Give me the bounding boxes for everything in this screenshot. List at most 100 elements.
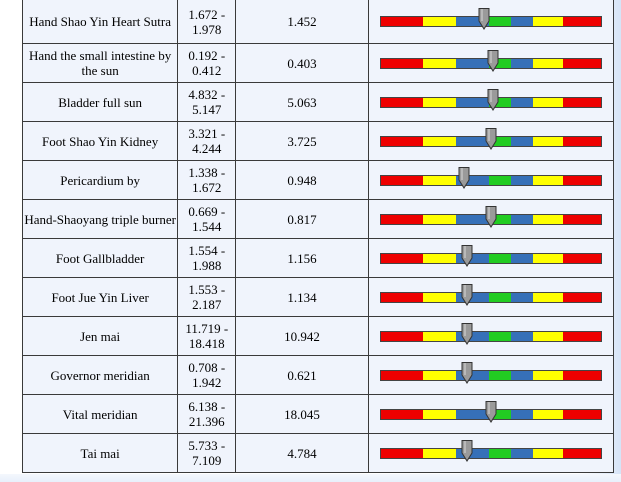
scale-red-low <box>380 136 423 146</box>
page-bottom-strip <box>0 474 621 482</box>
level-scale-bar <box>379 400 602 423</box>
scale-green-normal <box>488 97 511 107</box>
meridian-name: Vital meridian <box>62 406 138 422</box>
scale-bar-cell <box>367 199 615 239</box>
scale-bar-cell <box>367 394 615 434</box>
table-row: Foot Gallbladder 1.554 - 1.988 1.156 <box>21 238 615 278</box>
scale-red-high <box>563 370 601 380</box>
reference-range: 1.338 - 1.672 <box>188 165 226 195</box>
scale-bar-cell <box>367 238 615 278</box>
scale-red-low <box>380 409 423 419</box>
scale-blue-high <box>510 292 533 302</box>
meridian-results-table: Hand Shao Yin Heart Sutra 1.672 - 1.978 … <box>21 0 615 473</box>
reference-range: 3.321 - 4.244 <box>188 126 226 156</box>
meridian-name-cell: Bladder full sun <box>21 82 179 122</box>
table-row: Pericardium by 1.338 - 1.672 0.948 <box>21 160 615 200</box>
scale-blue-low <box>455 17 489 26</box>
reference-range: 0.708 - 1.942 <box>188 360 226 390</box>
meridian-name: Jen mai <box>80 328 121 344</box>
meridian-name: Hand Shao Yin Heart Sutra <box>29 14 172 29</box>
reference-range-cell: 1.672 - 1.978 <box>177 0 237 44</box>
level-scale-bar <box>379 88 602 111</box>
scale-bar-cell <box>367 82 615 122</box>
scale-yellow-low <box>422 136 456 146</box>
scale-yellow-low <box>422 331 456 341</box>
meridian-name: Tai mai <box>80 445 120 461</box>
measured-value: 10.942 <box>284 328 320 344</box>
scale-yellow-high <box>532 370 564 380</box>
scale-red-high <box>563 58 601 68</box>
scale-blue-high <box>510 448 533 458</box>
reference-range-cell: 1.338 - 1.672 <box>177 160 237 200</box>
scale-yellow-high <box>532 97 564 107</box>
scale-blue-high <box>510 370 533 380</box>
scale-yellow-high <box>532 331 564 341</box>
down-arrow-marker-icon <box>487 88 499 111</box>
reference-range-cell: 4.832 - 5.147 <box>177 82 237 122</box>
scale-red-low <box>380 175 423 185</box>
measured-value: 0.817 <box>287 211 317 227</box>
scale-blue-high <box>510 175 533 185</box>
scale-yellow-low <box>422 370 456 380</box>
down-arrow-marker-icon <box>461 244 473 267</box>
scale-yellow-low <box>422 409 456 419</box>
level-scale-bar <box>379 361 602 384</box>
meridian-name-cell: Foot Shao Yin Kidney <box>21 121 179 161</box>
scale-red-low <box>380 17 423 26</box>
down-arrow-marker-icon <box>461 439 473 462</box>
scale-green-normal <box>488 253 511 263</box>
scale-green-normal <box>488 370 511 380</box>
reference-range: 11.719 - 18.418 <box>185 321 229 351</box>
scale-red-high <box>563 409 601 419</box>
reference-range: 0.192 - 0.412 <box>188 48 226 78</box>
scale-yellow-low <box>422 253 456 263</box>
scale-yellow-low <box>422 214 456 224</box>
scale-green-normal <box>488 331 511 341</box>
scale-blue-high <box>510 58 533 68</box>
measured-value: 1.452 <box>287 14 317 29</box>
meridian-name-cell: Tai mai <box>21 433 179 473</box>
down-arrow-marker-icon <box>485 205 497 228</box>
reference-range: 5.733 - 7.109 <box>188 438 226 468</box>
scale-green-normal <box>488 448 511 458</box>
measured-value-cell: 1.452 <box>235 0 369 44</box>
reference-range-cell: 6.138 - 21.396 <box>177 394 237 434</box>
down-arrow-marker-icon <box>458 166 470 189</box>
down-arrow-marker-icon <box>461 361 473 384</box>
measured-value: 0.403 <box>287 55 317 71</box>
reference-range-cell: 3.321 - 4.244 <box>177 121 237 161</box>
scale-blue-high <box>510 136 533 146</box>
scale-red-low <box>380 448 423 458</box>
scale-blue-low <box>455 136 489 146</box>
scale-bar-cell <box>367 0 615 44</box>
table-row: Foot Jue Yin Liver 1.553 - 2.187 1.134 <box>21 277 615 317</box>
scale-red-high <box>563 214 601 224</box>
table-row: Hand the small intestine by the sun 0.19… <box>21 43 615 83</box>
meridian-name: Hand the small intestine by the sun <box>28 48 172 78</box>
level-scale-bar <box>379 166 602 189</box>
scale-blue-high <box>510 17 533 26</box>
scale-blue-high <box>510 97 533 107</box>
meridian-name-cell: Pericardium by <box>21 160 179 200</box>
reference-range-cell: 1.554 - 1.988 <box>177 238 237 278</box>
meridian-name-cell: Hand-Shaoyang triple burner <box>21 199 179 239</box>
scale-red-low <box>380 253 423 263</box>
level-scale-bar <box>379 49 602 72</box>
reference-range: 6.138 - 21.396 <box>188 399 226 429</box>
scale-red-high <box>563 175 601 185</box>
scale-blue-high <box>510 253 533 263</box>
down-arrow-marker-icon <box>485 127 497 150</box>
table-row: Bladder full sun 4.832 - 5.147 5.063 <box>21 82 615 122</box>
measured-value-cell: 10.942 <box>235 316 369 356</box>
scale-red-high <box>563 292 601 302</box>
scale-blue-low <box>455 97 489 107</box>
measured-value: 18.045 <box>284 406 320 422</box>
scale-red-high <box>563 253 601 263</box>
reference-range-cell: 0.669 - 1.544 <box>177 199 237 239</box>
scale-green-normal <box>488 292 511 302</box>
measured-value: 1.134 <box>287 289 317 305</box>
scale-green-normal <box>488 175 511 185</box>
table-row: Governor meridian 0.708 - 1.942 0.621 <box>21 355 615 395</box>
scale-red-low <box>380 292 423 302</box>
scale-yellow-low <box>422 58 456 68</box>
